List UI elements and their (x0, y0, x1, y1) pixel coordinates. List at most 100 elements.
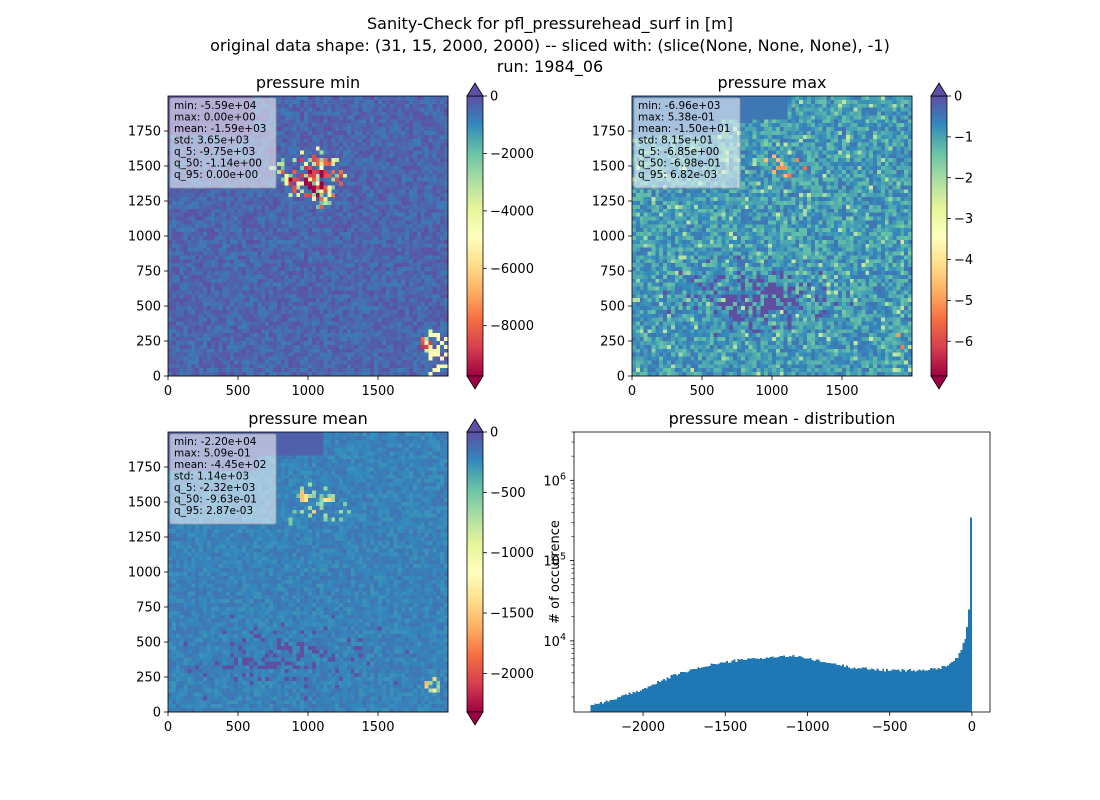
colorbar-extend-max (466, 418, 484, 433)
histogram-bar (655, 683, 658, 712)
x-tick-label: 1500 (361, 720, 394, 735)
y-tick-label: 1000 (128, 230, 161, 245)
stats-line: q_95: 6.82e-03 (638, 169, 717, 181)
histogram-bar (798, 656, 801, 712)
histogram-bar (670, 675, 673, 712)
histogram-bar (590, 705, 593, 712)
histogram-bar (729, 662, 732, 712)
histogram-bar (903, 670, 906, 712)
histogram-bar (712, 664, 715, 712)
histogram-bar (636, 690, 639, 712)
histogram-bar (840, 666, 843, 712)
histogram-bar (611, 699, 614, 712)
histogram-bar (970, 517, 972, 712)
y-tick-label: 104 (543, 632, 566, 650)
histogram-bar (638, 692, 641, 712)
histogram-bar (874, 670, 877, 712)
histogram-bar (626, 694, 629, 712)
y-tick-label: 250 (600, 335, 625, 350)
histogram-bar (802, 657, 805, 712)
histogram-bar (760, 658, 763, 712)
histogram-bar (607, 701, 610, 712)
histogram-bar (830, 663, 833, 712)
histogram-bar (907, 669, 909, 712)
histogram-bar (598, 703, 600, 712)
histogram-bar (601, 703, 604, 712)
histogram-bar (722, 662, 724, 712)
histogram-bar (702, 666, 705, 712)
histogram-bar (857, 667, 860, 712)
stats-line: q_50: -6.98e-01 (638, 158, 721, 170)
histogram-bar (752, 658, 755, 712)
histogram-bar (882, 668, 885, 712)
figure-title-line-3: run: 1984_06 (497, 57, 603, 77)
y-tick-label: 750 (136, 601, 161, 616)
histogram-bar (641, 689, 644, 712)
histogram-bar (859, 668, 862, 712)
histogram-bar (784, 657, 787, 712)
histogram-bar (628, 692, 631, 712)
x-tick-label: −1000 (785, 720, 829, 735)
histogram-bar (851, 668, 854, 712)
panel-title: pressure max (717, 73, 826, 92)
histogram-bar (790, 656, 793, 712)
histogram-bars (590, 517, 972, 712)
histogram-bar (916, 670, 919, 712)
histogram-bar (826, 662, 829, 712)
histogram-bar (880, 670, 883, 712)
histogram-bar (924, 670, 927, 712)
histogram-bar (788, 656, 791, 712)
panel-pressure-mean: pressure mean 0 500 1000 1500 0 250 500 750 1000 1… (128, 409, 534, 735)
colorbar-tick-label: −2000 (490, 667, 534, 682)
stats-line: max: 0.00e+00 (174, 112, 256, 124)
panel-title: pressure mean - distribution (669, 409, 896, 428)
histogram-bar (807, 658, 810, 712)
histogram-bar (960, 649, 963, 712)
x-tick-label: 1500 (361, 384, 394, 399)
histogram-bar (674, 673, 677, 712)
histogram-bar (773, 657, 776, 712)
histogram-bar (928, 670, 930, 712)
histogram-bar (716, 664, 719, 712)
histogram-bar (935, 669, 938, 712)
histogram-bar (918, 669, 921, 712)
histogram-bar (968, 609, 971, 712)
y-tick-label: 1000 (592, 230, 625, 245)
histogram-bar (659, 681, 662, 712)
histogram-bar (695, 669, 698, 712)
y-tick-label: 0 (153, 706, 161, 721)
colorbar-tick-label: −5 (954, 294, 973, 309)
panel-pressure-max: pressure max 0 500 1000 1500 0 250 500 750 1000 12… (592, 73, 973, 399)
histogram-bar (739, 659, 742, 712)
histogram-bar (708, 666, 711, 712)
histogram-bar (929, 667, 932, 712)
histogram-bar (699, 667, 702, 712)
histogram-bar (926, 670, 929, 712)
histogram-bar (794, 656, 797, 712)
stats-line: q_5: -9.75e+03 (174, 146, 255, 158)
histogram-bar (836, 664, 839, 712)
histogram-bar (945, 666, 948, 712)
histogram-bar (640, 690, 642, 712)
histogram-bar (725, 661, 728, 712)
histogram-bar (632, 691, 635, 712)
stats-line: mean: -4.45e+02 (174, 459, 266, 471)
histogram-bar (737, 659, 740, 712)
histogram-bar (891, 669, 894, 712)
stats-line: std: 8.15e+01 (638, 135, 713, 147)
colorbar-tick-label: 0 (490, 426, 498, 441)
histogram-bar (884, 671, 887, 712)
y-tick-label: 1750 (128, 125, 161, 140)
panel-title: pressure min (256, 73, 360, 92)
histogram-bar (905, 671, 908, 712)
histogram-bar (912, 669, 915, 712)
stats-line: min: -2.20e+04 (174, 436, 257, 448)
x-tick-label: 0 (968, 720, 976, 735)
histogram-bar (693, 669, 696, 712)
panel-pressure-min: pressure min 0 500 1000 1500 0 250 500 750 1000 12… (128, 73, 534, 399)
histogram-bar (723, 662, 726, 712)
field-cells (168, 96, 449, 377)
histogram-bar (744, 660, 747, 712)
